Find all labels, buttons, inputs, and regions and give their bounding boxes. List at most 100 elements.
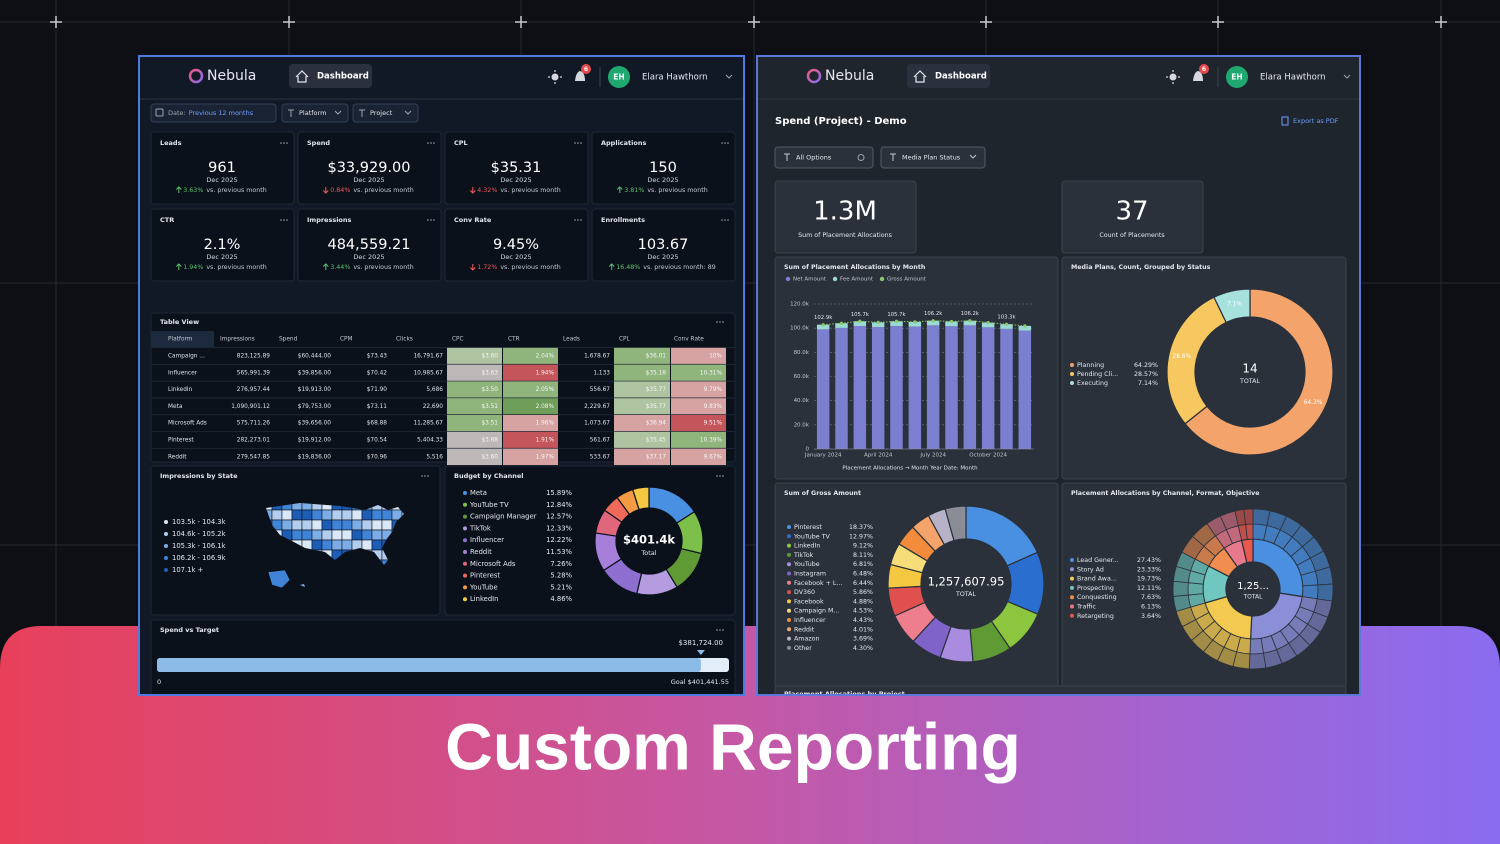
legend-value: 64.29% bbox=[1134, 362, 1158, 369]
state-shape bbox=[361, 509, 373, 521]
heat-cell bbox=[447, 431, 502, 449]
heat-cell bbox=[671, 381, 726, 398]
legend-swatch bbox=[879, 276, 885, 282]
kpi-change: 3.44% bbox=[330, 264, 350, 271]
bar-segment bbox=[963, 320, 977, 326]
point bbox=[986, 321, 990, 325]
table-cell: 1,090,901.12 bbox=[231, 404, 270, 410]
legend-value: 3.64% bbox=[1141, 613, 1161, 620]
kpi-value: 1.3M bbox=[813, 197, 877, 227]
sunburst-ring bbox=[1245, 523, 1254, 540]
menu-dot bbox=[716, 475, 718, 477]
kpi-arrow bbox=[469, 187, 476, 194]
table-cell: $3.68 bbox=[481, 438, 498, 444]
legend-swatch bbox=[463, 573, 467, 578]
state-shape bbox=[361, 539, 373, 551]
state-shape bbox=[291, 519, 303, 531]
filter-dropdown[interactable] bbox=[880, 146, 986, 169]
table-cell: 823,125.89 bbox=[237, 354, 271, 360]
state-shape bbox=[321, 519, 333, 531]
point bbox=[839, 321, 844, 325]
nav-button[interactable] bbox=[907, 64, 990, 88]
table-cell: $39,856.00 bbox=[298, 370, 332, 376]
card-title: Placement Allocations by Project bbox=[784, 690, 905, 698]
table-cell: Campaign ... bbox=[168, 354, 205, 360]
bg-cross bbox=[283, 16, 295, 28]
legend-swatch bbox=[463, 538, 467, 543]
heat-cell bbox=[671, 398, 726, 415]
data-label: 103.3k bbox=[997, 315, 1016, 321]
kpi-change-line: 3.44% vs. previous month bbox=[330, 264, 413, 271]
table-cell: $35.77 bbox=[646, 404, 667, 410]
avatar[interactable] bbox=[1226, 66, 1248, 88]
avatar[interactable] bbox=[608, 66, 630, 88]
bar-segment bbox=[1018, 325, 1032, 331]
kpi-value: 37 bbox=[1115, 197, 1148, 227]
bar bbox=[926, 325, 940, 449]
table-cell: 5,516 bbox=[426, 454, 443, 460]
legend-value: 6.44% bbox=[853, 580, 873, 587]
text-icon bbox=[359, 109, 365, 117]
state-shape bbox=[371, 539, 383, 551]
user-name: Elara Hawthorn bbox=[1260, 73, 1326, 83]
table-cell: 10% bbox=[709, 354, 722, 360]
legend-label: Microsoft Ads bbox=[470, 560, 516, 568]
donut-slice bbox=[1213, 288, 1251, 324]
column-header: Conv Rate bbox=[674, 337, 704, 343]
kpi-change-line: 3.63% vs. previous month bbox=[183, 187, 266, 194]
table-cell: $3.60 bbox=[481, 454, 498, 460]
table-cell: $35.45 bbox=[646, 438, 667, 444]
heat-cell bbox=[503, 381, 558, 398]
table-cell: 1.97% bbox=[536, 454, 555, 460]
legend-swatch bbox=[463, 502, 467, 507]
export-link[interactable]: Export as PDF bbox=[1293, 117, 1339, 125]
menu-dot bbox=[727, 219, 729, 221]
table-cell: Pinterest bbox=[168, 438, 194, 444]
legend-value: 12.97% bbox=[849, 533, 873, 540]
bar-segment bbox=[816, 324, 830, 330]
line bbox=[823, 320, 1025, 327]
filter-dropdown[interactable] bbox=[352, 103, 419, 123]
kpi-card bbox=[297, 208, 442, 282]
table-cell: $19,913.00 bbox=[298, 387, 332, 393]
badge-count: 6 bbox=[584, 66, 588, 73]
filter-dropdown[interactable] bbox=[774, 146, 874, 169]
table-cell: 9.79% bbox=[704, 387, 723, 393]
home-icon bbox=[913, 70, 927, 83]
legend-value: 5.21% bbox=[550, 583, 572, 591]
filter-dropdown[interactable] bbox=[281, 103, 349, 123]
bell-icon[interactable] bbox=[575, 71, 585, 81]
kpi-card bbox=[1061, 180, 1204, 254]
legend-swatch bbox=[1070, 595, 1074, 600]
heat-cell bbox=[503, 431, 558, 449]
legend-swatch bbox=[1070, 381, 1074, 385]
state-shape bbox=[311, 519, 323, 531]
donut-total-label: TOTAL bbox=[1239, 378, 1260, 385]
nav-button[interactable] bbox=[289, 64, 372, 88]
avatar-initials: EH bbox=[1231, 73, 1242, 82]
heat-cell bbox=[671, 364, 726, 381]
chevron bbox=[1343, 74, 1351, 79]
bar-segment bbox=[890, 321, 903, 326]
bell-icon[interactable] bbox=[1193, 71, 1203, 81]
page-title: Spend (Project) - Demo bbox=[775, 116, 907, 127]
table-cell: 1,678.67 bbox=[584, 354, 610, 360]
legend-value: 19.73% bbox=[1137, 576, 1161, 583]
legend-swatch bbox=[787, 543, 791, 548]
bar-segment bbox=[835, 323, 848, 328]
theme-icon[interactable] bbox=[1169, 73, 1177, 81]
legend-value: 4.88% bbox=[853, 598, 873, 605]
table-cell: LinkedIn bbox=[168, 387, 193, 393]
column-header: Impressions bbox=[220, 337, 255, 343]
donut-slice bbox=[1184, 288, 1334, 456]
x-axis-title: Placement Allocations → Month Year Date:… bbox=[842, 466, 978, 472]
legend-swatch bbox=[164, 556, 168, 560]
badge bbox=[581, 64, 591, 74]
y-tick-label: 40.0k bbox=[794, 398, 810, 404]
panel-border bbox=[756, 55, 1361, 696]
menu-dot bbox=[721, 142, 723, 144]
filter-date[interactable] bbox=[150, 103, 277, 123]
theme-icon[interactable] bbox=[551, 73, 559, 81]
kpi-period: Dec 2025 bbox=[647, 253, 678, 261]
